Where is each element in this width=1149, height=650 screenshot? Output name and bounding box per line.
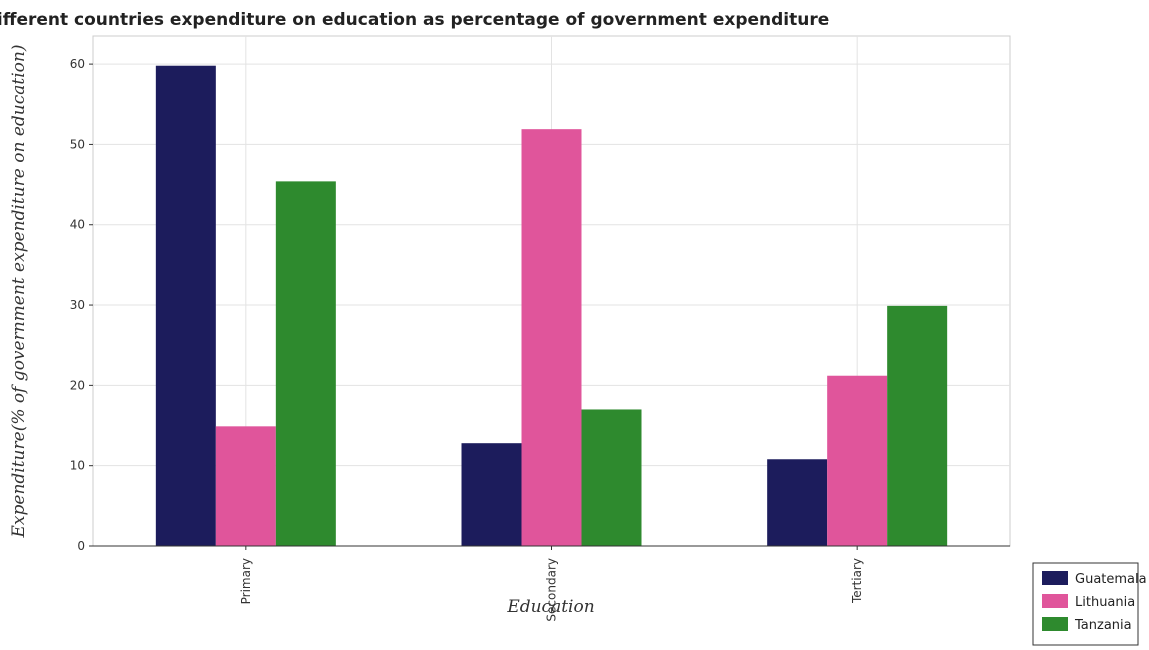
bar-lithuania-secondary [521,129,582,547]
y-tick-label: 50 [70,137,85,151]
x-tick-label: Tertiary [850,558,864,604]
bars [155,65,948,547]
chart-title: Different countries expenditure on educa… [0,10,829,30]
legend: Guatemala Lithuania Tanzania [1032,562,1147,646]
y-tick-label: 60 [70,57,85,71]
bar-guatemala-primary [155,65,216,546]
y-tick-label: 10 [70,459,85,473]
y-tick-label: 20 [70,378,85,392]
y-tick-label: 0 [77,539,85,553]
bar-tanzania-tertiary [887,305,948,546]
legend-swatch-tanzania [1042,617,1068,631]
legend-label-lithuania: Lithuania [1075,595,1135,610]
x-axis-ticks: Primary Secondary Tertiary [93,545,1010,622]
x-tick-label: Primary [239,558,253,604]
bar-lithuania-tertiary [827,375,888,546]
x-axis-label: Education [506,597,594,617]
y-axis-ticks: 0 10 20 30 40 50 60 [70,57,93,553]
x-tick-label: Secondary [545,558,559,622]
legend-swatch-lithuania [1042,594,1068,608]
legend-label-tanzania: Tanzania [1074,618,1132,633]
bar-guatemala-tertiary [767,459,828,546]
legend-label-guatemala: Guatemala [1075,572,1147,587]
bar-guatemala-secondary [461,443,522,546]
y-tick-label: 40 [70,218,85,232]
bar-tanzania-secondary [581,409,642,546]
y-axis-label: Expenditure(% of government expenditure … [9,45,29,539]
legend-swatch-guatemala [1042,571,1068,585]
bar-lithuania-primary [215,426,276,546]
bar-tanzania-primary [275,181,336,547]
y-tick-label: 30 [70,298,85,312]
